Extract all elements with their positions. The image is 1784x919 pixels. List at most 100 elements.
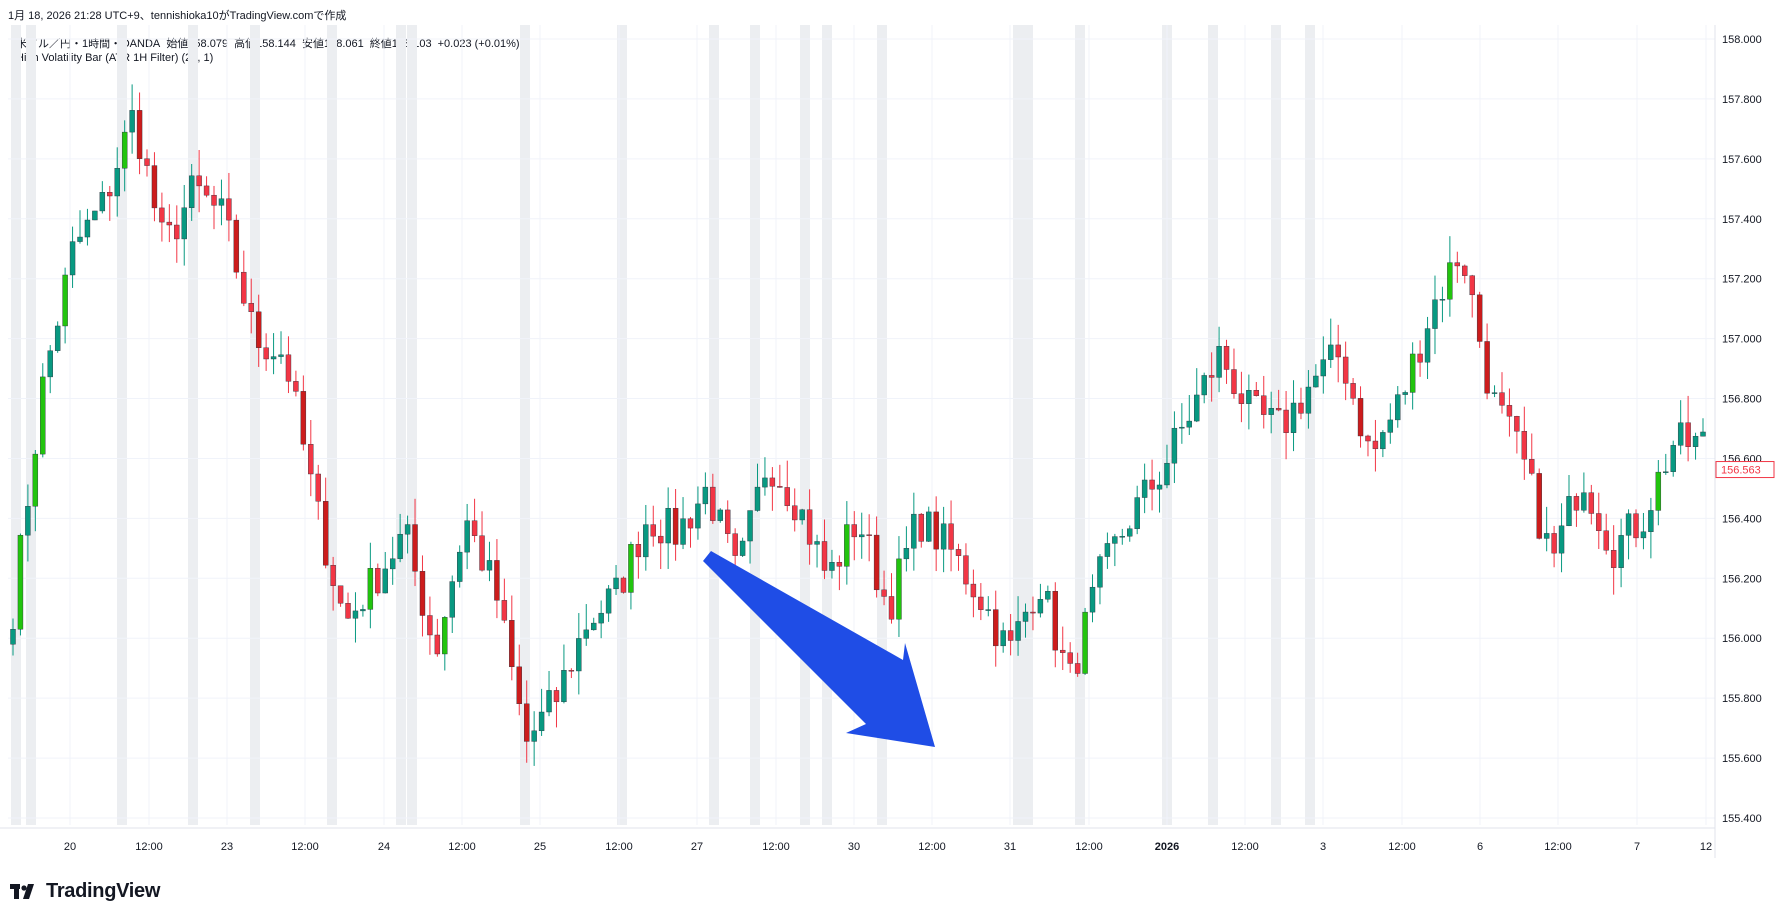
candle-body (308, 444, 314, 475)
candle-body (1365, 435, 1371, 442)
candle (1491, 385, 1498, 398)
candle-body (754, 486, 761, 511)
candle-body (1320, 359, 1327, 377)
candle (524, 680, 530, 763)
candle (375, 563, 381, 597)
candle (531, 711, 537, 766)
down-arrow-annotation (703, 551, 935, 747)
candle-body (1663, 471, 1669, 473)
candle (1238, 371, 1245, 423)
candle (211, 185, 217, 230)
candle (54, 321, 61, 353)
candle-body (1060, 649, 1066, 653)
candle (1424, 316, 1431, 379)
candle (754, 463, 761, 512)
candle (121, 120, 128, 192)
candle-body (404, 524, 411, 535)
candle (479, 511, 485, 572)
candle-body (940, 523, 947, 550)
candle-body (561, 670, 567, 703)
time-tick-label: 12:00 (1544, 841, 1572, 853)
price-tick-label: 157.400 (1722, 214, 1762, 226)
candle-body (1328, 344, 1334, 360)
time-tick-label: 3 (1320, 841, 1326, 853)
candle-body (1074, 663, 1081, 674)
candle (442, 616, 448, 671)
candle-body (814, 541, 820, 545)
candle-body (144, 158, 150, 166)
volatility-band-8 (520, 25, 530, 825)
candle (1677, 400, 1684, 455)
candle-body (25, 506, 31, 536)
candle-body (203, 185, 210, 196)
time-tick-label: 12:00 (135, 841, 163, 853)
candle (1171, 411, 1178, 484)
candle (1469, 274, 1475, 318)
tradingview-logo[interactable]: TradingView (10, 880, 160, 903)
candle (844, 501, 850, 585)
candle-body (129, 110, 135, 133)
candle-body (538, 711, 545, 732)
candle (404, 515, 411, 554)
candle (538, 688, 545, 736)
candle (1216, 326, 1222, 393)
candle-body (926, 511, 932, 542)
candle-body (1238, 393, 1245, 404)
candle (799, 508, 805, 525)
candle-body (993, 609, 999, 647)
candle-body (553, 690, 560, 703)
volatility-band-16 (1023, 25, 1033, 825)
candle (546, 670, 552, 717)
candle-body (32, 453, 39, 507)
candle (1134, 485, 1140, 535)
candle-body (635, 544, 642, 558)
candle (643, 504, 649, 571)
candle (47, 345, 53, 394)
candle-body (1372, 440, 1379, 450)
candle (1231, 348, 1237, 399)
candle-body (866, 534, 872, 536)
candle (32, 449, 39, 532)
candle (1290, 380, 1297, 452)
candle (553, 687, 560, 728)
time-tick-label: 20 (64, 841, 76, 853)
candle (1514, 415, 1520, 454)
candle-body (174, 224, 180, 240)
candle-body (1156, 484, 1163, 490)
price-tick-label: 156.800 (1722, 394, 1762, 406)
candle-body (337, 585, 344, 604)
candle-body (1030, 611, 1036, 614)
candle (695, 486, 701, 540)
candle-body (1253, 390, 1260, 396)
candle-body (1700, 431, 1706, 437)
candle (635, 531, 642, 579)
candle-body (1618, 535, 1624, 568)
candle (322, 477, 329, 569)
volatility-band-10 (709, 25, 719, 825)
candle-body (1558, 525, 1565, 554)
candle-body (948, 523, 954, 550)
candle (419, 555, 426, 637)
candle (1037, 583, 1044, 618)
candle (129, 84, 135, 154)
candle-body (1566, 496, 1572, 527)
candle (255, 294, 262, 367)
candle-body (1543, 533, 1550, 539)
candle (1156, 471, 1163, 513)
candle (918, 512, 924, 548)
time-tick-label: 12:00 (605, 841, 633, 853)
candle (300, 375, 307, 451)
candle (561, 644, 567, 704)
indicator-legend[interactable]: High Volatility Bar (ATR 1H Filter) (24,… (16, 52, 214, 64)
candle-body (665, 507, 671, 544)
candle-body (1268, 408, 1274, 415)
candle-body (233, 219, 240, 273)
candle-body (166, 221, 173, 226)
candle (1648, 497, 1654, 559)
candle (509, 595, 515, 681)
candle (933, 496, 939, 572)
candle (464, 503, 470, 570)
candle-body (226, 198, 232, 221)
candle (293, 370, 299, 397)
